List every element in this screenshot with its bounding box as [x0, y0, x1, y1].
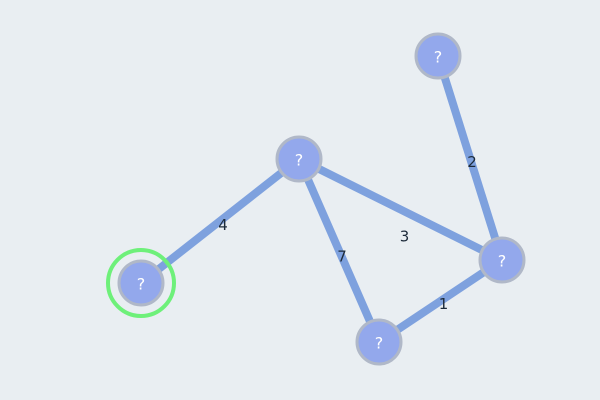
node-circle[interactable] [275, 135, 323, 183]
edge-weight-label: 1 [439, 295, 449, 313]
edge-n3-n5: 1 [376, 256, 505, 346]
node-circle[interactable] [117, 259, 165, 307]
edge-weight-label: 2 [467, 153, 477, 171]
node-label: ? [375, 334, 384, 353]
node-label: ? [295, 151, 304, 170]
node-circle[interactable] [414, 32, 462, 80]
edge-n2-n3: 7 [295, 157, 383, 344]
edge-line [295, 157, 383, 344]
node-label: ? [137, 275, 146, 294]
edge-n4-n5: 2 [434, 54, 506, 262]
edge-line [434, 54, 506, 262]
edge-weight-label: 4 [218, 216, 228, 234]
edge-line [376, 256, 505, 346]
edge-n2-n5: 3 [297, 155, 504, 264]
graph-node-n3[interactable]: ? [355, 318, 403, 366]
edge-line [297, 155, 504, 264]
edge-weight-label: 3 [400, 228, 410, 246]
node-circle[interactable] [355, 318, 403, 366]
node-label: ? [434, 48, 443, 67]
node-circle[interactable] [478, 236, 526, 284]
edge-weight-label: 7 [337, 248, 347, 266]
nodes-layer: ????? [106, 32, 526, 366]
edges-layer: 4 3 7 1 2 [138, 54, 506, 346]
graph-node-n2[interactable]: ? [275, 135, 323, 183]
selection-ring [106, 248, 176, 318]
graph-node-n5[interactable]: ? [478, 236, 526, 284]
node-label: ? [498, 252, 507, 271]
edge-n1-n2: 4 [138, 155, 302, 287]
graph-node-n1[interactable]: ? [106, 248, 176, 318]
graph-node-n4[interactable]: ? [414, 32, 462, 80]
